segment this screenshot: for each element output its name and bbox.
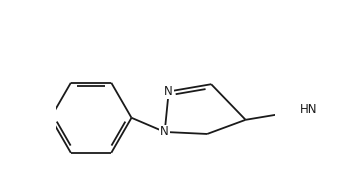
Text: N: N [160,125,169,138]
Text: N: N [164,85,173,98]
Text: HN: HN [300,103,317,116]
